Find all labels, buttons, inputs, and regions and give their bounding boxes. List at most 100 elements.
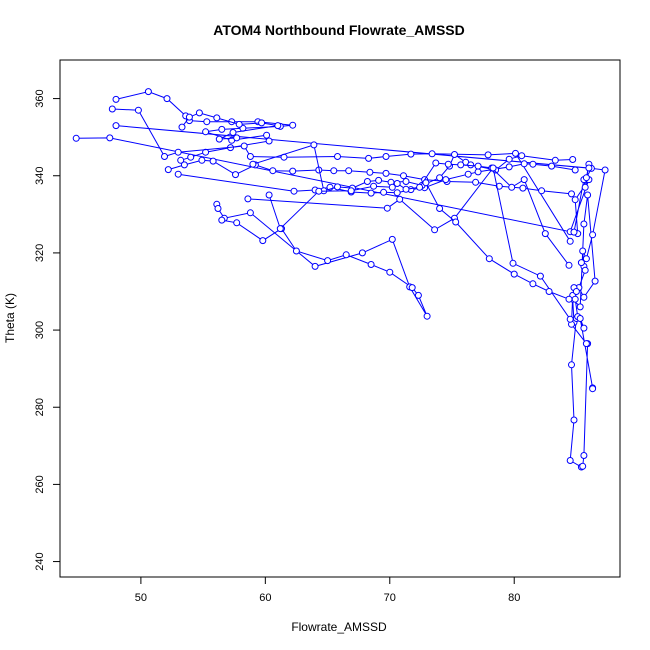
data-point [510,270,518,278]
data-point [451,151,458,158]
data-point [195,109,203,117]
data-layer [72,88,609,471]
data-point [134,106,142,114]
data-point [572,288,580,295]
data-point [442,176,450,184]
data-point [508,183,516,191]
data-point [580,293,588,301]
data-point [198,156,206,164]
data-point [259,237,267,245]
data-point [393,180,401,187]
series-5 [108,105,574,245]
data-point [505,163,513,171]
data-point [423,312,431,320]
y-axis-label: Theta (K) [3,293,17,343]
data-point [367,189,375,197]
data-point [576,303,584,311]
data-point [582,255,590,263]
data-point [106,134,114,142]
data-point [218,125,226,133]
data-point [367,261,375,268]
data-point [581,183,589,191]
data-point [579,247,587,255]
axis-layer: 50 60 70 80 240 260 280 300 320 340 360 [34,89,520,604]
y-tick-label: 280 [34,398,46,416]
data-point [229,129,237,136]
data-point [548,162,556,170]
data-point [290,187,298,195]
data-point [589,231,597,239]
data-point [174,148,182,156]
data-point [246,153,254,160]
data-point [408,284,416,292]
data-point [505,155,513,163]
data-point [580,452,588,459]
data-point [407,150,415,158]
y-tick-label: 260 [34,475,46,493]
data-point [464,170,472,178]
data-point [581,266,589,274]
data-point [334,153,341,160]
data-point [585,164,593,172]
data-point [538,187,546,195]
data-point [579,462,587,470]
series-9 [265,159,573,269]
data-point [393,189,401,197]
series-10 [244,164,574,323]
x-tick-label: 80 [508,592,520,604]
data-point [218,216,226,224]
data-point [269,167,277,175]
data-point [582,174,590,182]
data-point [474,168,482,176]
y-tick-label: 320 [34,244,46,262]
data-point [380,188,388,196]
data-point [436,205,444,212]
data-point [72,134,80,142]
data-point [274,122,282,130]
data-point [311,262,319,270]
data-point [589,385,597,393]
x-axis-label: Flowrate_AMSSD [291,620,387,634]
data-point [161,153,168,160]
data-point [112,95,120,103]
data-point [289,121,297,129]
data-point [358,249,366,257]
data-point [576,315,584,322]
data-point [342,251,350,259]
data-point [246,209,254,217]
data-point [213,114,221,122]
data-point [396,195,404,203]
data-point [334,183,341,191]
data-point [520,176,528,184]
data-point [474,162,482,170]
data-point [382,169,390,177]
series-11 [422,179,573,303]
data-point [519,184,527,192]
data-point [177,156,185,164]
data-point [414,291,422,299]
data-point [577,259,585,267]
data-point [536,272,544,280]
data-point [209,157,217,165]
data-point [457,161,465,169]
data-point [383,204,391,212]
data-point [108,105,116,113]
data-point [345,167,353,175]
data-point [582,340,590,348]
data-point [570,228,578,236]
data-point [571,166,579,174]
data-point [315,187,323,195]
data-point [568,361,575,369]
data-point [570,416,578,424]
data-point [580,220,588,228]
data-point [518,152,526,160]
data-point [580,324,588,332]
data-point [276,225,284,233]
series-3 [178,109,282,143]
y-tick-label: 240 [34,552,46,570]
data-point [244,195,252,203]
data-point [485,255,493,263]
data-point [187,153,195,161]
data-point [388,235,396,243]
